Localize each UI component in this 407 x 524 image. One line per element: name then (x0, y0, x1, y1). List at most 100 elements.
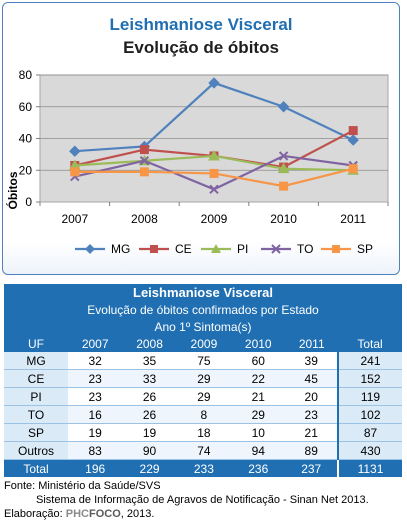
table-column-header-row: UF 2007 2008 2009 2010 2011 Total (4, 335, 402, 352)
table-total-value: 233 (176, 459, 232, 477)
table-cell-value: 21 (285, 423, 338, 442)
data-point-sp (139, 167, 149, 177)
y-axis-label: Óbitos (5, 171, 20, 209)
credit-line: Elaboração: PHCFOCO, 2013. (4, 508, 155, 520)
table-cell-value: 22 (231, 369, 286, 388)
legend-label: SP (357, 242, 374, 256)
legend-item-pi: PI (199, 239, 259, 261)
legend-swatch (139, 245, 169, 253)
chart-subtitle: Evolução de óbitos (123, 38, 279, 57)
y-tick-label: 80 (19, 68, 33, 82)
table-cell-total: 152 (337, 369, 402, 388)
table-cell-value: 29 (176, 369, 232, 388)
table-total-row: Total 196 229 233 236 237 1131 (4, 459, 402, 477)
legend-item-sp: SP (319, 239, 379, 261)
table-cell-value: 26 (122, 405, 177, 424)
legend-label: MG (111, 242, 131, 256)
table-cell-value: 83 (68, 441, 123, 460)
data-point-to (209, 184, 219, 195)
table-total-value: 236 (231, 459, 286, 477)
table-cell-value: 10 (231, 423, 286, 442)
x-tick-label: 2010 (270, 212, 297, 226)
column-header-year: 2010 (231, 335, 286, 352)
data-point-mg (208, 77, 220, 89)
legend-swatch (321, 245, 351, 253)
table-row: TO 16 26 8 29 23 102 (4, 405, 402, 424)
table-row: MG 32 35 75 60 39 241 (4, 352, 402, 370)
data-point-ce (139, 145, 149, 155)
legend-item-to: TO (259, 239, 319, 261)
table-total-value: 229 (122, 459, 177, 477)
table-group-header-row: Ano 1º Sintoma(s) (4, 318, 402, 335)
table-cell-value: 20 (285, 387, 338, 406)
data-point-to (139, 156, 150, 166)
column-header-year: 2009 (176, 335, 232, 352)
table-cell-total: 241 (337, 352, 402, 370)
table-cell-total: 87 (337, 423, 402, 442)
table-cell-value: 75 (176, 352, 232, 370)
data-point-mg (277, 101, 290, 113)
table-cell-value: 23 (68, 369, 123, 388)
table-cell-value: 26 (122, 387, 177, 406)
chart-legend: MG CE PI TO SP (3, 239, 401, 261)
legend-item-mg: MG (73, 239, 133, 261)
deaths-table: Leishmaniose Visceral Evolução de óbitos… (4, 284, 402, 477)
legend-marker (332, 245, 340, 253)
column-header-total: Total (338, 335, 402, 352)
table-cell-value: 94 (231, 441, 286, 460)
legend-marker (271, 244, 281, 254)
table-title: Leishmaniose Visceral (4, 284, 402, 301)
table-cell-value: 19 (122, 423, 177, 442)
source-notes: Fonte: Ministério da Saúde/SVS Sistema d… (4, 479, 404, 521)
chart-title: Leishmaniose Visceral (109, 15, 293, 34)
column-header-year: 2007 (68, 335, 123, 352)
table-row: SP 19 19 18 10 21 87 (4, 423, 402, 442)
x-tick-label: 2009 (201, 212, 228, 226)
table-cell-value: 74 (176, 441, 232, 460)
legend-label: CE (175, 242, 192, 256)
table-cell-value: 19 (68, 423, 123, 442)
table-cell-uf: MG (4, 352, 68, 370)
y-tick-label: 60 (19, 100, 33, 114)
table-subtitle-row: Evolução de óbitos confirmados por Estad… (4, 301, 402, 318)
table-cell-value: 90 (122, 441, 177, 460)
brand-phc: PHC (65, 508, 89, 520)
data-point-sp (279, 181, 289, 191)
table-cell-value: 18 (176, 423, 232, 442)
chart-panel: Leishmaniose Visceral Evolução de óbitos… (2, 2, 400, 275)
legend-marker (150, 245, 158, 253)
legend-swatch (75, 244, 105, 254)
table-row: Outros 83 90 74 94 89 430 (4, 441, 402, 460)
data-point-mg (69, 145, 81, 157)
system-line: Sistema de Informação de Agravos de Noti… (36, 494, 369, 506)
table-cell-value: 23 (285, 405, 338, 424)
legend-item-ce: CE (137, 239, 197, 261)
table-cell-total: 119 (337, 387, 402, 406)
legend-label: TO (297, 242, 314, 256)
source-line: Fonte: Ministério da Saúde/SVS (4, 480, 161, 492)
table-title-row: Leishmaniose Visceral (4, 284, 402, 301)
legend-label: PI (237, 242, 249, 256)
table-cell-total: 430 (337, 441, 402, 460)
table-cell-uf: PI (4, 387, 68, 406)
table-cell-value: 23 (68, 387, 123, 406)
table-cell-value: 35 (122, 352, 177, 370)
table-row: CE 23 33 29 22 45 152 (4, 369, 402, 388)
table-cell-value: 89 (285, 441, 338, 460)
table-cell-value: 45 (285, 369, 338, 388)
table-cell-value: 29 (176, 387, 232, 406)
table-subtitle: Evolução de óbitos confirmados por Estad… (4, 301, 402, 318)
column-header-year: 2011 (285, 335, 338, 352)
data-point-sp (348, 164, 358, 174)
x-tick-label: 2008 (131, 212, 158, 226)
data-point-mg (347, 134, 359, 146)
y-tick-label: 20 (19, 163, 33, 177)
table-body: MG 32 35 75 60 39 241 CE 23 33 29 22 45 152 PI 23 26 29 21… (4, 352, 402, 460)
legend-marker (85, 244, 95, 254)
data-point-pi (277, 162, 290, 174)
table-cell-value: 32 (68, 352, 123, 370)
data-point-pi (208, 149, 220, 161)
table-cell-value: 16 (68, 405, 123, 424)
table-cell-uf: CE (4, 369, 68, 388)
x-tick-label: 2011 (340, 212, 366, 226)
